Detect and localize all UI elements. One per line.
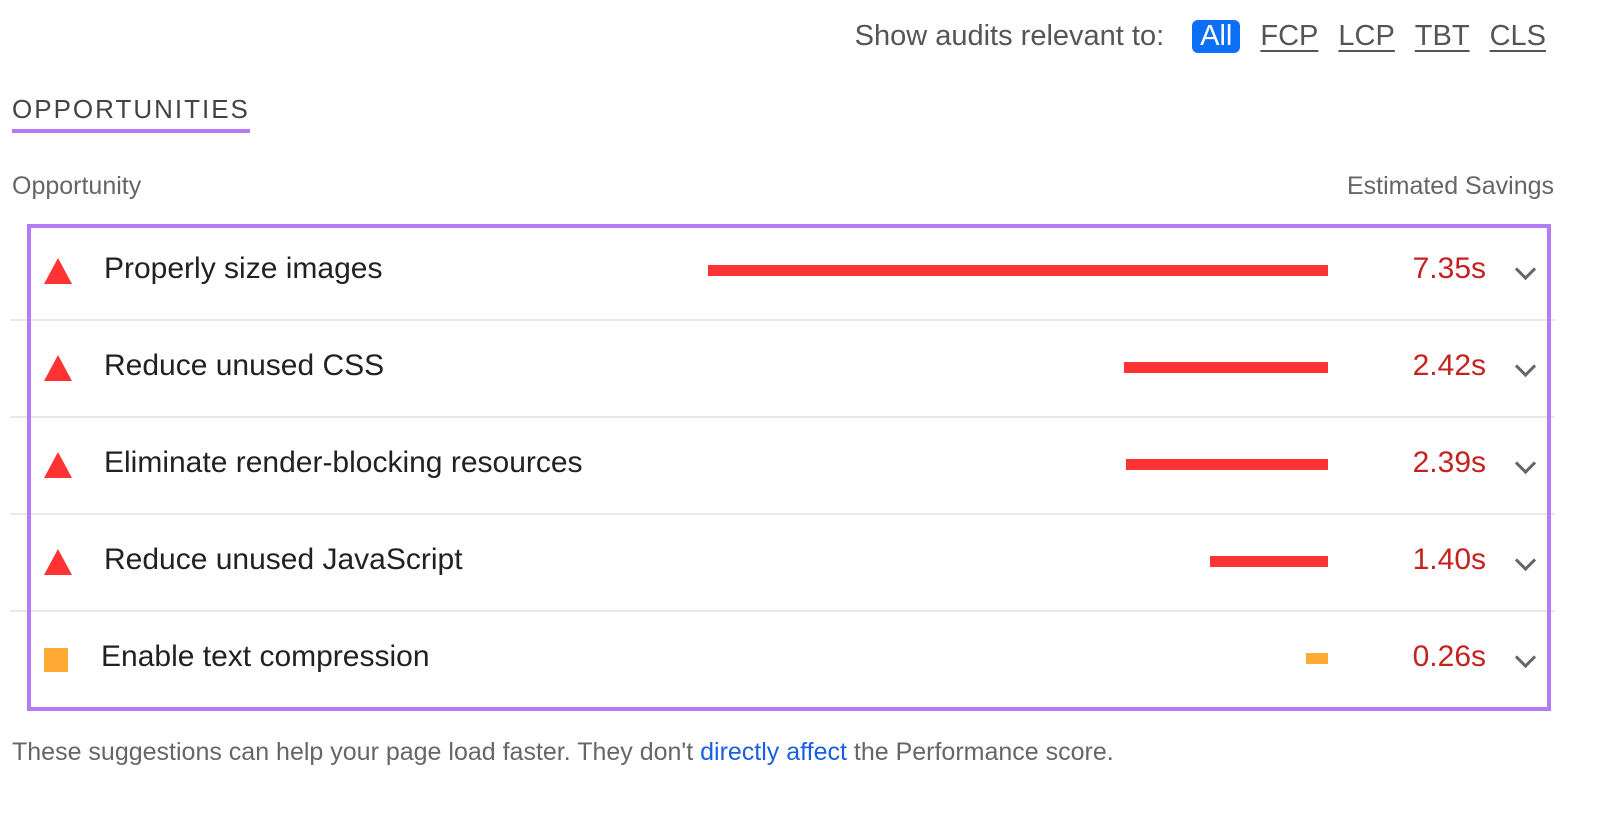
opportunity-title: Eliminate render-blocking resources [104,446,583,479]
opportunity-title: Reduce unused JavaScript [104,543,463,576]
chevron-down-icon[interactable] [1514,452,1537,475]
triangle-icon [44,355,72,381]
filter-cls[interactable]: CLS [1489,20,1546,52]
savings-value: 2.39s [1412,446,1486,479]
audit-filter: Show audits relevant to: All FCP LCP TBT… [855,20,1546,53]
footer-text: These suggestions can help your page loa… [12,738,701,766]
opportunity-row[interactable]: Reduce unused CSS 2.42s [10,321,1555,418]
footer-note: These suggestions can help your page loa… [12,738,1114,767]
column-opportunity: Opportunity [12,172,142,200]
savings-bar [1123,362,1328,373]
filter-fcp[interactable]: FCP [1260,20,1319,52]
savings-bar [708,265,1328,276]
chevron-down-icon[interactable] [1514,258,1537,281]
savings-value: 0.26s [1412,640,1486,673]
square-icon [44,648,68,672]
filter-tbt[interactable]: TBT [1414,20,1470,52]
footer-text-end: the Performance score. [846,738,1114,766]
filter-lcp[interactable]: LCP [1338,20,1395,52]
column-savings: Estimated Savings [1346,172,1554,200]
opportunity-row[interactable]: Eliminate render-blocking resources 2.39… [10,418,1555,515]
directly-affect-link[interactable]: directly affect [700,738,847,766]
opportunity-title: Enable text compression [101,640,430,673]
savings-bar [1209,556,1328,567]
triangle-icon [44,549,72,575]
opportunity-list: Properly size images 7.35s Reduce unused… [10,224,1555,709]
opportunity-row[interactable]: Enable text compression 0.26s [10,612,1555,709]
triangle-icon [44,452,72,478]
opportunity-title: Properly size images [104,252,383,285]
opportunity-title: Reduce unused CSS [104,349,385,382]
chevron-down-icon[interactable] [1514,355,1537,378]
savings-value: 2.42s [1412,349,1486,382]
savings-bar [1306,653,1328,664]
filter-label: Show audits relevant to: [854,20,1165,52]
savings-bar [1126,459,1328,470]
savings-value: 7.35s [1412,252,1486,285]
opportunity-row[interactable]: Properly size images 7.35s [10,224,1555,321]
filter-all[interactable]: All [1192,20,1241,53]
chevron-down-icon[interactable] [1514,549,1537,572]
opportunity-row[interactable]: Reduce unused JavaScript 1.40s [10,515,1555,612]
savings-value: 1.40s [1412,543,1486,576]
chevron-down-icon[interactable] [1514,646,1537,669]
section-title: OPPORTUNITIES [12,94,250,133]
triangle-icon [44,258,72,284]
